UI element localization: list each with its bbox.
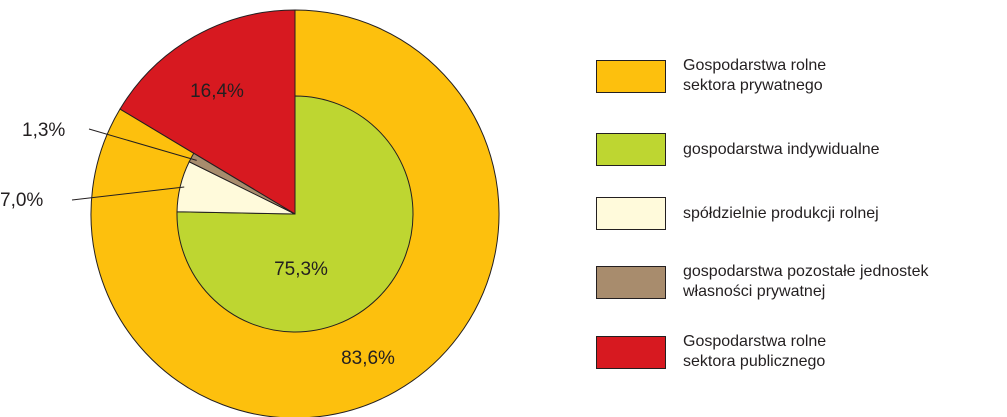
legend-item-private: Gospodarstwa rolne sektora prywatnego	[596, 56, 826, 96]
label-individual: 75,3%	[274, 259, 328, 280]
label-other: 1,3%	[22, 120, 65, 141]
pie-chart: 16,4% 83,6% 75,3% 1,3% 7,0%	[0, 9, 500, 417]
legend-item-cooperatives: spółdzielnie produkcji rolnej	[596, 197, 879, 230]
label-cooperatives: 7,0%	[0, 190, 43, 211]
legend-item-other: gospodarstwa pozostałe jednostek własnoś…	[596, 262, 929, 302]
legend-swatch-private	[596, 59, 666, 93]
legend-label-other: gospodarstwa pozostałe jednostek własnoś…	[683, 263, 929, 300]
leader-line-other	[88, 128, 197, 161]
legend-label-public: Gospodarstwa rolne sektora publicznego	[683, 333, 827, 370]
slice-other	[188, 152, 296, 215]
legend-swatch-other	[596, 265, 666, 299]
slice-individual	[176, 95, 414, 333]
label-private: 83,6%	[341, 348, 395, 369]
legend: Gospodarstwa rolne sektora prywatnego go…	[596, 0, 1007, 417]
legend-swatch-public	[596, 335, 666, 369]
legend-swatch-individual	[596, 133, 666, 166]
data-labels: 16,4% 83,6% 75,3% 1,3% 7,0%	[0, 81, 395, 369]
legend-item-individual: gospodarstwa indywidualne	[596, 133, 880, 166]
legend-item-public: Gospodarstwa rolne sektora publicznego	[596, 332, 826, 372]
legend-label-private: Gospodarstwa rolne sektora prywatnego	[683, 57, 827, 94]
legend-label-cooperatives: spółdzielnie produkcji rolnej	[683, 204, 879, 222]
leader-lines	[71, 128, 197, 201]
legend-swatch-cooperatives	[596, 197, 666, 230]
legend-label-individual: gospodarstwa indywidualne	[683, 140, 880, 158]
leader-line-cooperatives	[71, 186, 185, 201]
label-public: 16,4%	[190, 81, 244, 102]
inner-ring	[176, 95, 414, 333]
slice-public	[119, 9, 296, 215]
